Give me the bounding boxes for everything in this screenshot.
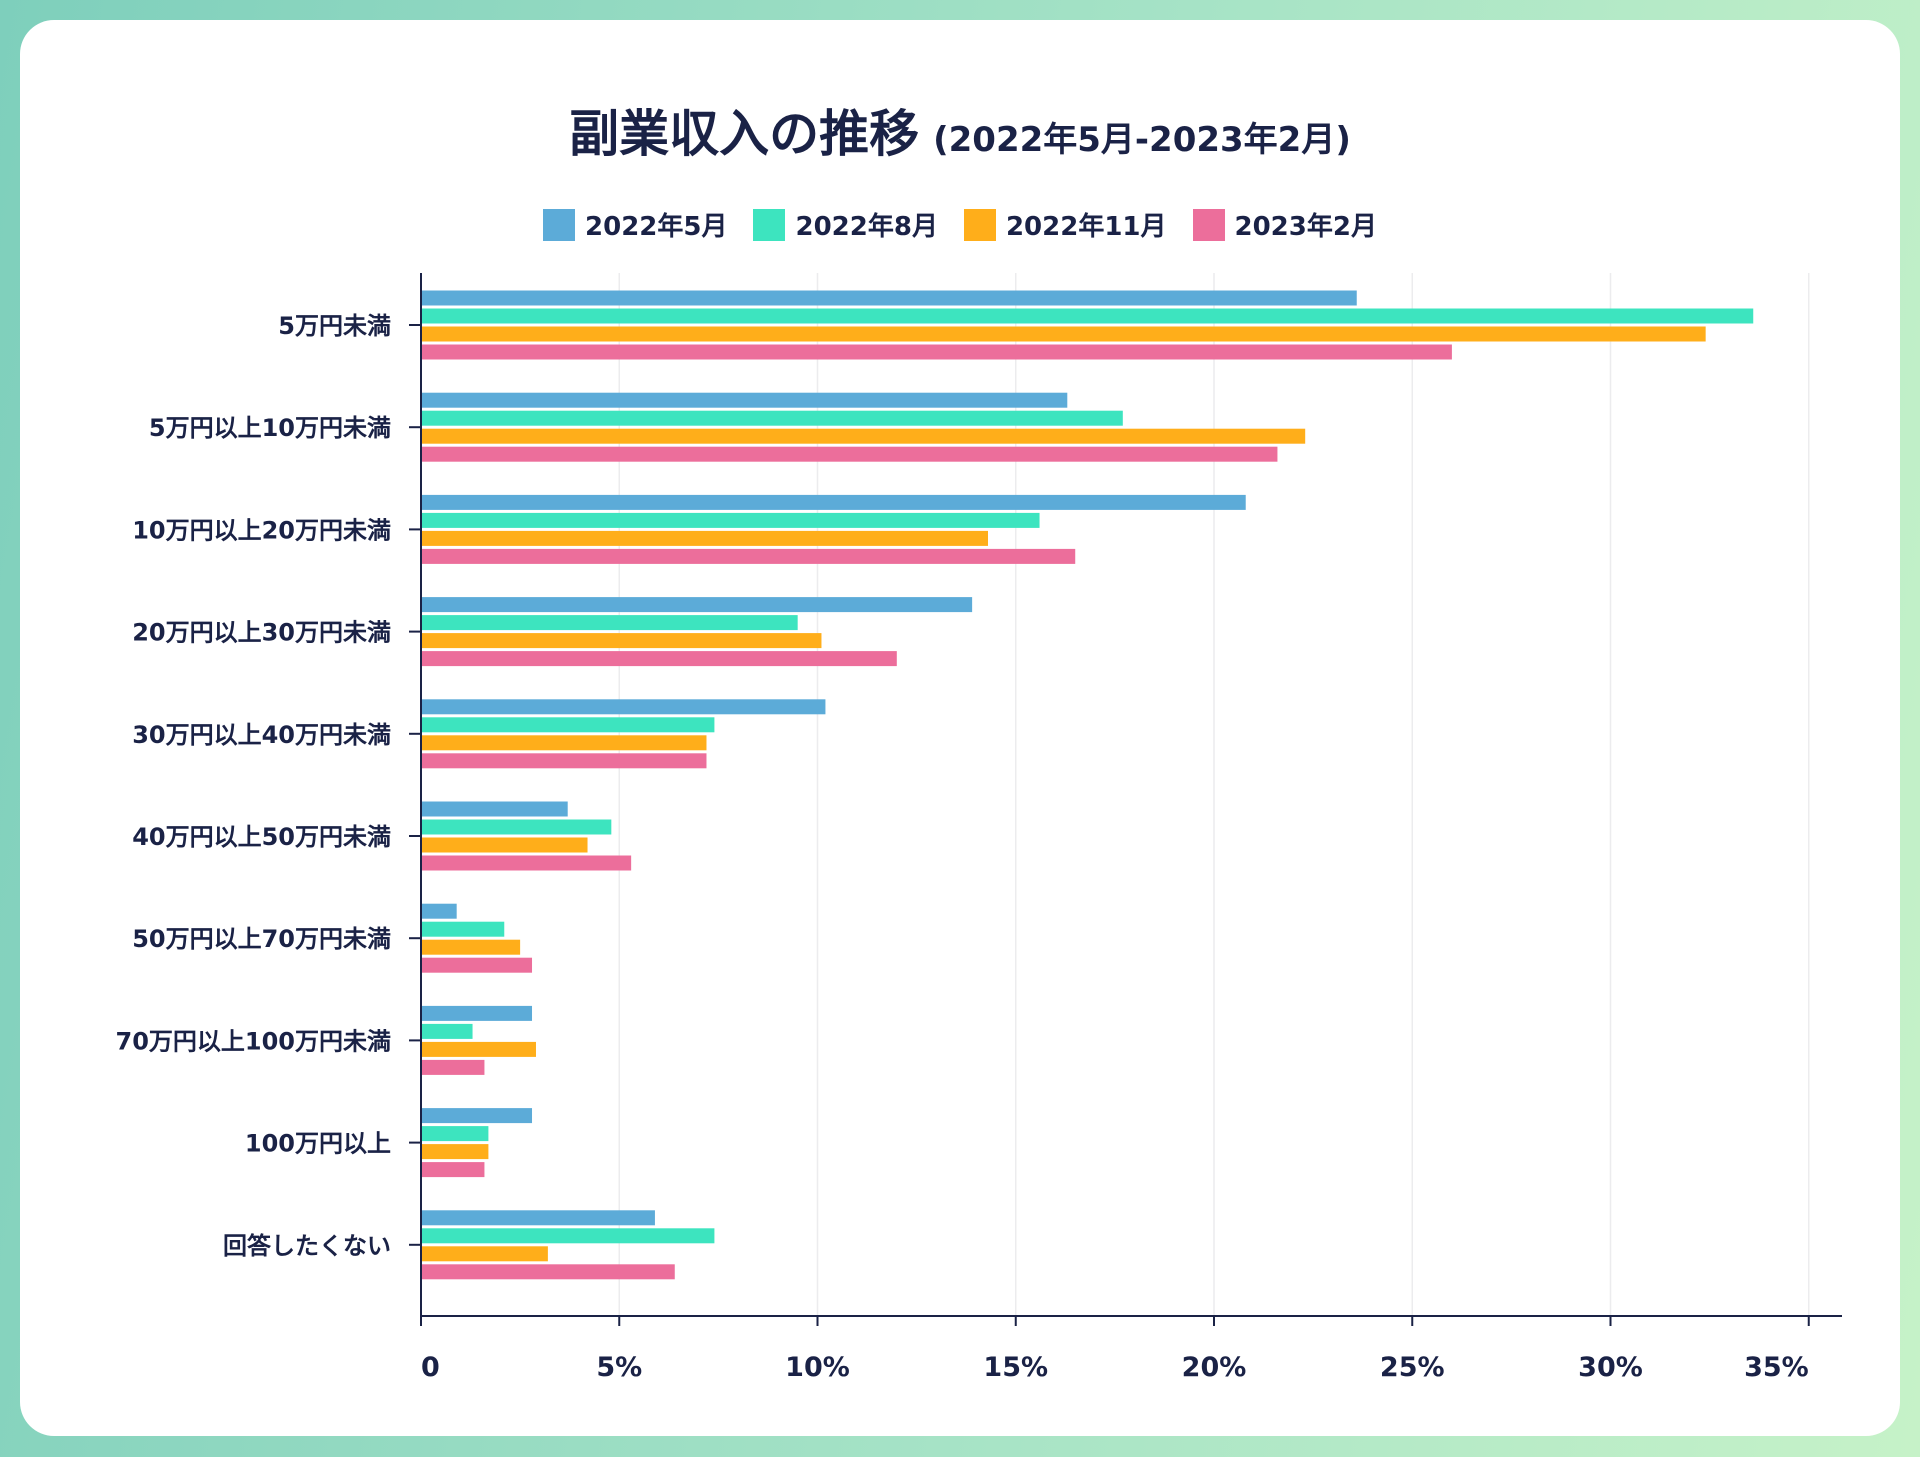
bar bbox=[421, 392, 1068, 408]
y-category-label: 70万円以上100万円未満 bbox=[116, 1027, 392, 1055]
y-category-label: 40万円以上50万円未満 bbox=[132, 823, 391, 851]
x-tick-label: 0 bbox=[421, 1352, 440, 1383]
bar bbox=[421, 1264, 675, 1280]
legend-label: 2022年5月 bbox=[585, 212, 728, 242]
bar bbox=[421, 903, 457, 919]
bar-chart-plot: 0 5% 10% 15% 20% 25% 30% 35% 5万円未満 5万円以上10万円未満 10万… bbox=[116, 273, 1842, 1383]
bar bbox=[421, 735, 707, 751]
legend-item-2022-11[interactable]: 2022年11月 bbox=[963, 206, 1167, 243]
legend-swatch bbox=[753, 208, 786, 241]
bar bbox=[421, 921, 505, 937]
bar bbox=[421, 717, 715, 733]
bar bbox=[421, 1246, 548, 1262]
bar bbox=[421, 939, 521, 955]
y-category-label: 5万円以上10万円未満 bbox=[149, 414, 391, 442]
bar bbox=[421, 1005, 533, 1021]
bar bbox=[421, 1041, 536, 1057]
legend-swatch bbox=[543, 208, 576, 241]
bar bbox=[421, 308, 1754, 324]
bar bbox=[421, 512, 1040, 528]
bar bbox=[421, 651, 897, 667]
bar bbox=[421, 428, 1306, 444]
bar bbox=[421, 326, 1706, 342]
legend-label: 2022年11月 bbox=[1005, 212, 1167, 242]
chart-title-period: (2022年5月-2023年2月) bbox=[933, 120, 1351, 160]
legend-swatch bbox=[1192, 208, 1225, 241]
bar bbox=[421, 290, 1357, 306]
bar bbox=[421, 1210, 655, 1226]
bar bbox=[421, 530, 988, 546]
bar bbox=[421, 548, 1076, 564]
bar bbox=[421, 1228, 715, 1244]
y-category-label: 回答したくない bbox=[223, 1232, 391, 1260]
y-category-label: 5万円未満 bbox=[278, 312, 391, 340]
bar bbox=[421, 1059, 485, 1075]
bar bbox=[421, 753, 707, 769]
y-category-label: 50万円以上70万円未満 bbox=[132, 925, 391, 953]
x-tick-label: 5% bbox=[596, 1352, 642, 1383]
chart-title: 副業収入の推移 (2022年5月-2023年2月) bbox=[20, 94, 1900, 166]
bar bbox=[421, 957, 533, 973]
bar bbox=[421, 819, 612, 835]
bar bbox=[421, 1108, 533, 1124]
bar bbox=[421, 615, 798, 631]
x-tick-label: 20% bbox=[1182, 1352, 1247, 1383]
x-tick-label: 10% bbox=[785, 1352, 850, 1383]
bar bbox=[421, 410, 1123, 426]
bar bbox=[421, 837, 588, 853]
chart-card: 副業収入の推移 (2022年5月-2023年2月) 2022年5月 2022年8月… bbox=[20, 20, 1900, 1436]
legend-item-2022-08[interactable]: 2022年8月 bbox=[753, 206, 938, 243]
legend: 2022年5月 2022年8月 2022年11月 2023年2月 bbox=[20, 206, 1900, 243]
bar bbox=[421, 494, 1246, 510]
bar bbox=[421, 1126, 489, 1142]
y-category-label: 10万円以上20万円未満 bbox=[132, 516, 391, 544]
bar bbox=[421, 1162, 485, 1178]
legend-swatch bbox=[963, 208, 996, 241]
bar bbox=[421, 446, 1278, 462]
x-tick-label: 35% bbox=[1744, 1352, 1809, 1383]
bar bbox=[421, 855, 632, 871]
bar bbox=[421, 344, 1452, 360]
legend-label: 2023年2月 bbox=[1234, 212, 1377, 242]
chart-title-main: 副業収入の推移 bbox=[569, 105, 920, 163]
legend-item-2023-02[interactable]: 2023年2月 bbox=[1192, 206, 1377, 243]
y-category-label: 30万円以上40万円未満 bbox=[132, 721, 391, 749]
legend-label: 2022年8月 bbox=[795, 212, 938, 242]
bar bbox=[421, 633, 822, 649]
legend-item-2022-05[interactable]: 2022年5月 bbox=[543, 206, 727, 243]
x-tick-label: 15% bbox=[983, 1352, 1048, 1383]
y-category-label: 20万円以上30万円未満 bbox=[132, 619, 391, 647]
x-tick-label: 25% bbox=[1380, 1352, 1445, 1383]
bar bbox=[421, 1144, 489, 1160]
x-tick-label: 30% bbox=[1578, 1352, 1643, 1383]
bar bbox=[421, 597, 973, 613]
bar bbox=[421, 801, 568, 817]
bar bbox=[421, 699, 826, 715]
y-category-label: 100万円以上 bbox=[245, 1130, 391, 1158]
bar bbox=[421, 1023, 473, 1039]
